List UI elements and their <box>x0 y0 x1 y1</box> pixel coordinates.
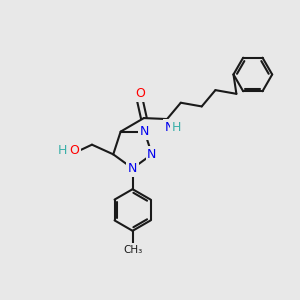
Text: N: N <box>147 148 157 161</box>
Text: N: N <box>164 121 174 134</box>
Text: N: N <box>128 162 137 175</box>
Text: CH₃: CH₃ <box>123 245 142 255</box>
Text: H: H <box>57 144 67 157</box>
Text: O: O <box>70 144 80 157</box>
Text: H: H <box>172 121 182 134</box>
Text: N: N <box>140 125 149 138</box>
Text: O: O <box>135 87 145 100</box>
